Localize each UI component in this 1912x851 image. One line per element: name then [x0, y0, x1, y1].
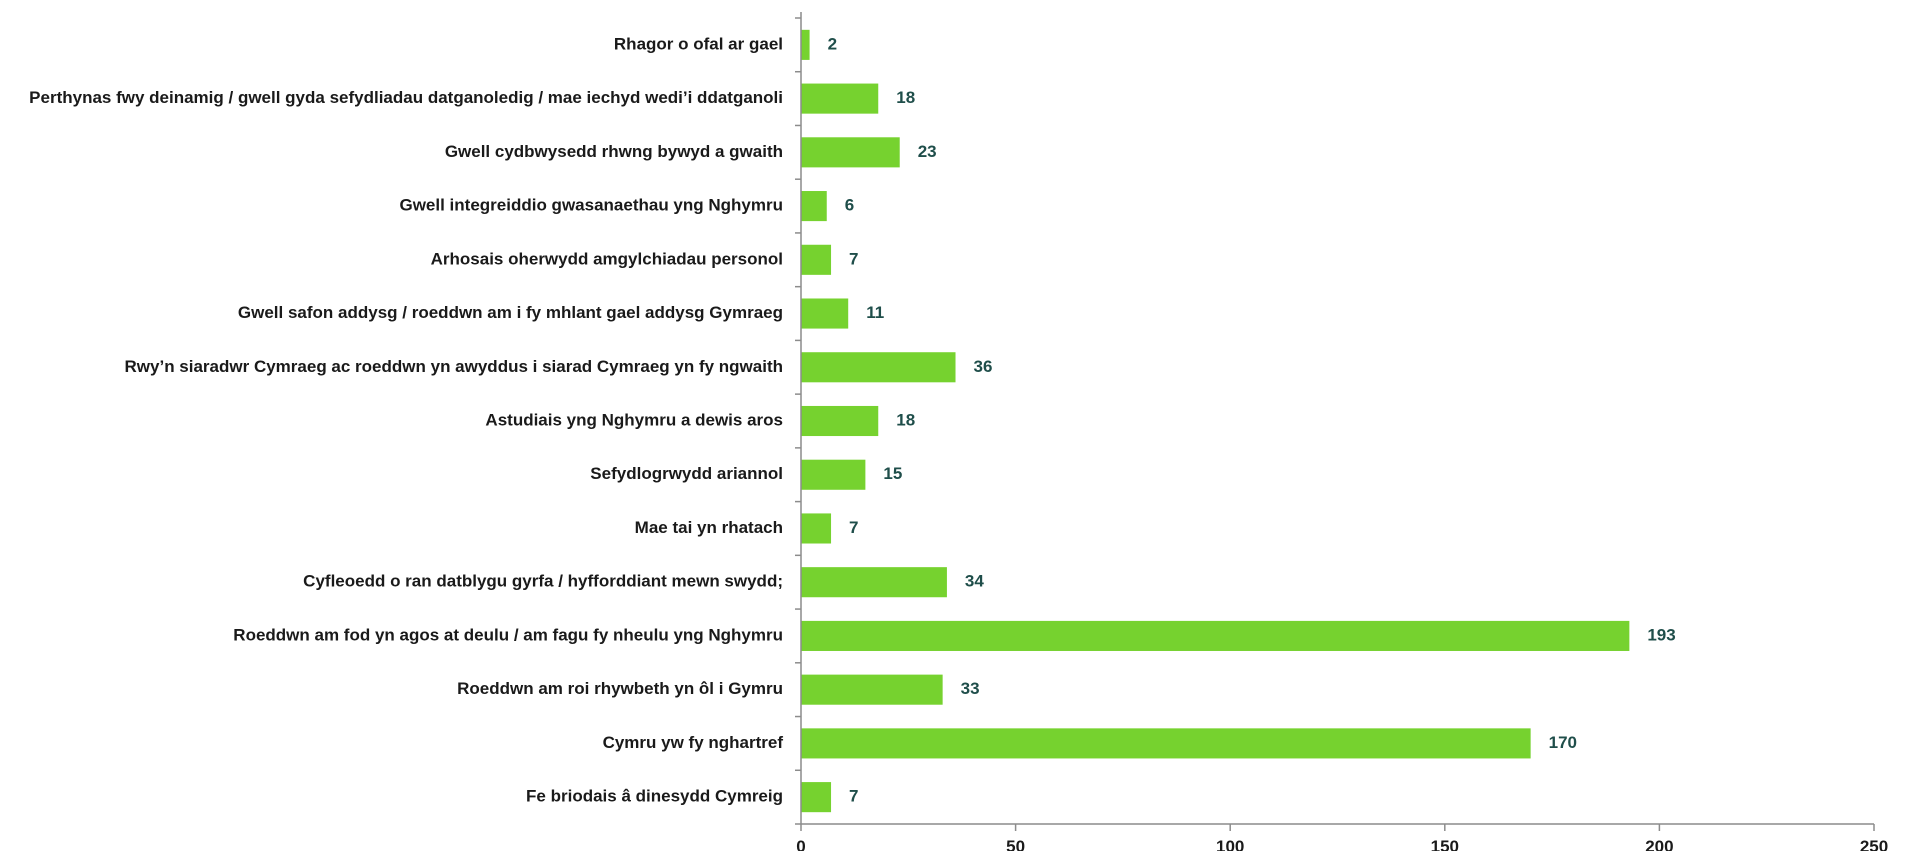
value-label: 7: [849, 787, 858, 806]
value-label: 7: [849, 518, 858, 537]
bars-group: [801, 29, 1630, 813]
bar: [801, 352, 956, 383]
bar: [801, 137, 900, 168]
category-label: Astudiais yng Nghymru a dewis aros: [485, 410, 783, 429]
value-label: 170: [1549, 733, 1577, 752]
bar: [801, 513, 832, 544]
bar: [801, 298, 849, 329]
x-ticks-group: 0 50 100 150 200 250: [795, 17, 1888, 851]
bar: [801, 191, 827, 222]
x-tick-label: 200: [1645, 837, 1673, 851]
value-label: 2: [828, 34, 837, 53]
x-tick-label: 100: [1216, 837, 1244, 851]
category-label: Gwell safon addysg / roeddwn am i fy mhl…: [238, 303, 783, 322]
value-label: 18: [896, 410, 915, 429]
category-label: Fe briodais â dinesydd Cymreig: [526, 787, 783, 806]
value-label: 33: [961, 679, 980, 698]
x-tick-label: 50: [1006, 837, 1025, 851]
category-label: Cymru yw fy nghartref: [603, 733, 784, 752]
x-tick-label: 150: [1431, 837, 1459, 851]
value-label: 23: [918, 142, 937, 161]
category-labels-group: Rhagor o ofal ar gael Perthynas fwy deina…: [29, 34, 783, 805]
bar: [801, 674, 943, 705]
x-tick-label: 250: [1860, 837, 1888, 851]
category-label: Arhosais oherwydd amgylchiadau personol: [431, 249, 783, 268]
bar: [801, 782, 832, 813]
value-label: 7: [849, 249, 858, 268]
bar: [801, 459, 866, 490]
bar: [801, 405, 879, 437]
value-label: 18: [896, 88, 915, 107]
category-label: Sefydlogrwydd ariannol: [590, 464, 783, 483]
category-label: Mae tai yn rhatach: [635, 518, 783, 537]
category-label: Roeddwn am fod yn agos at deulu / am fag…: [233, 625, 783, 644]
category-label: Perthynas fwy deinamig / gwell gyda sefy…: [29, 88, 783, 107]
value-label: 193: [1647, 625, 1675, 644]
bar: [801, 620, 1630, 651]
bar: [801, 83, 879, 114]
bar: [801, 244, 832, 275]
bar: [801, 29, 810, 60]
category-label: Cyfleoedd o ran datblygu gyrfa / hyfford…: [303, 572, 783, 591]
x-tick-label: 0: [796, 837, 805, 851]
category-label: Rwy’n siaradwr Cymraeg ac roeddwn yn awy…: [125, 357, 783, 376]
value-label: 34: [965, 572, 984, 591]
category-label: Rhagor o ofal ar gael: [614, 34, 783, 53]
category-label: Roeddwn am roi rhywbeth yn ôl i Gymru: [457, 679, 783, 698]
bar: [801, 567, 947, 598]
category-label: Gwell integreiddio gwasanaethau yng Nghy…: [399, 196, 783, 215]
bar: [801, 728, 1531, 759]
value-label: 11: [866, 303, 884, 322]
value-label: 15: [883, 464, 902, 483]
value-label: 6: [845, 196, 854, 215]
value-label: 36: [974, 357, 993, 376]
category-label: Gwell cydbwysedd rhwng bywyd a gwaith: [445, 142, 783, 161]
value-labels-group: 2 18 23 6 7 11 36 18 15 7 34 193 33 170 7: [828, 34, 1676, 805]
